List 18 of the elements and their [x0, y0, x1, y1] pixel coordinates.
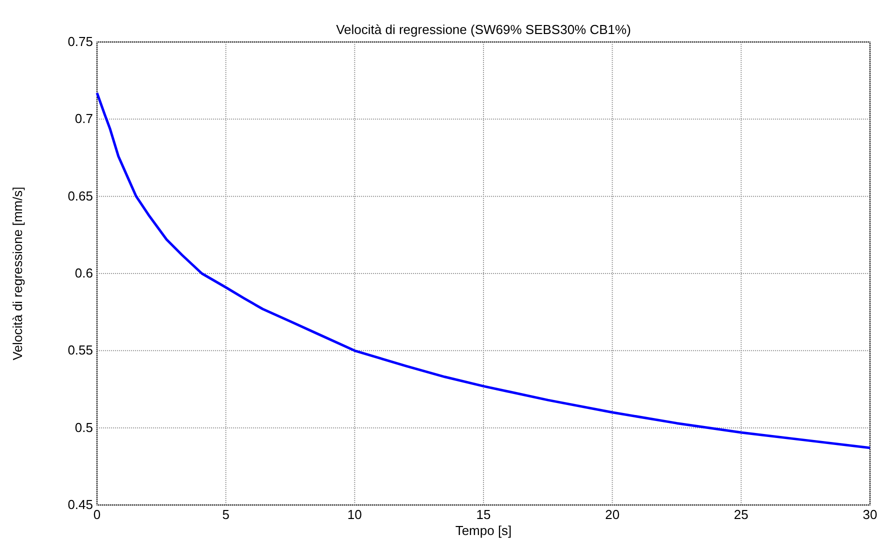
x-tick-label: 0 [93, 507, 101, 522]
x-tick-label: 15 [476, 507, 491, 522]
y-tick-label: 0.6 [74, 266, 93, 280]
y-tick-label: 0.55 [68, 342, 93, 358]
x-tick-label: 30 [862, 507, 878, 522]
y-tick-label: 0.7 [74, 111, 93, 126]
y-tick-label: 0.45 [68, 497, 93, 512]
y-tick-label: 0.65 [68, 188, 93, 204]
y-tick-label: 0.5 [74, 420, 93, 435]
x-tick-label: 20 [605, 507, 620, 522]
x-axis-title: Tempo [s] [455, 523, 512, 538]
x-tick-label: 25 [734, 507, 748, 522]
x-tick-label: 10 [347, 507, 362, 522]
chart-title: Velocità di regressione (SW69% SEBS30% CB1%) [336, 22, 631, 37]
y-tick-label: 0.75 [68, 34, 93, 49]
y-axis-title: Velocità di regressione [mm/s] [10, 186, 25, 360]
line-series [96, 92, 872, 450]
x-tick-label: 5 [222, 507, 230, 522]
